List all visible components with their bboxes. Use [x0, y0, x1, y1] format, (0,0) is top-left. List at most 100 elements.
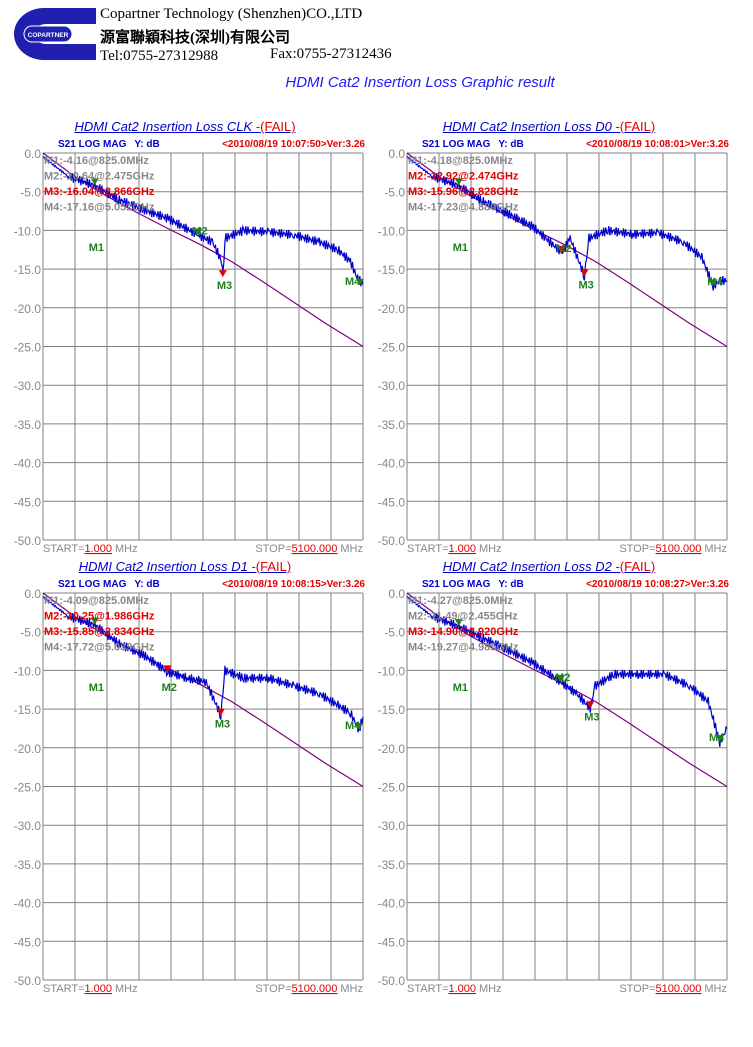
param: S21 LOG MAG	[58, 579, 127, 590]
y-tick-label: -20.0	[14, 302, 42, 316]
fail-status: -(FAIL)	[615, 559, 656, 574]
y-tick-label: -15.0	[378, 703, 406, 717]
marker-m1-icon	[454, 178, 463, 186]
marker-m2-icon	[194, 228, 203, 236]
main-title: HDMI Cat2 Insertion Loss Graphic result	[285, 74, 555, 91]
y-tick-label: -5.0	[384, 186, 405, 200]
start-freq: START=1.000 MHz	[43, 983, 138, 995]
limit-line	[406, 152, 728, 348]
param-label: S21 LOG MAG Y: dB	[422, 579, 524, 590]
marker-m4-label: M4	[709, 732, 725, 744]
marker-m1-label: M1	[453, 682, 468, 694]
y-unit: Y: dB	[498, 139, 524, 150]
y-tick-label: 0.0	[388, 587, 405, 601]
y-tick-label: -10.0	[14, 224, 42, 238]
plot: 0.0 -5.0 -10.0 -15.0 -20.0 -25.0 -30.0 -35.0 -40…	[378, 587, 728, 995]
marker-m4-label: M4	[707, 276, 723, 288]
chart-panel: HDMI Cat2 Insertion Loss CLK -(FAIL) S21…	[0, 119, 365, 559]
y-tick-label: -5.0	[20, 186, 41, 200]
svg-text:COPARTNER: COPARTNER	[28, 32, 69, 39]
marker-m2-icon	[163, 665, 172, 673]
y-tick-label: -20.0	[378, 302, 406, 316]
y-tick-label: -20.0	[14, 742, 42, 756]
start-freq: START=1.000 MHz	[407, 983, 502, 995]
stop-freq: STOP=5100.000 MHz	[619, 543, 727, 555]
y-tick-label: -15.0	[378, 263, 406, 277]
param-label: S21 LOG MAG Y: dB	[58, 579, 160, 590]
marker-readout: M3:-15.96@2.828GHz	[408, 186, 519, 198]
marker-readout: M2:-12.92@2.474GHz	[408, 171, 519, 183]
y-tick-label: -50.0	[378, 534, 406, 548]
marker-m3-label: M3	[584, 711, 599, 723]
y-tick-label: -25.0	[14, 781, 42, 795]
param-label: S21 LOG MAG Y: dB	[58, 139, 160, 150]
plot: 0.0 -5.0 -10.0 -15.0 -20.0 -25.0 -30.0 -35.0 -40…	[14, 147, 364, 555]
chart-title-text: HDMI Cat2 Insertion Loss D0	[442, 119, 616, 134]
copartner-logo: COPARTNER	[14, 8, 96, 60]
marker-readout: M2:-10.64@2.475GHz	[44, 171, 155, 183]
plot: 0.0 -5.0 -10.0 -15.0 -20.0 -25.0 -30.0 -35.0 -40…	[14, 587, 364, 995]
y-tick-label: -15.0	[14, 263, 42, 277]
marker-m4-label: M4	[345, 276, 361, 288]
marker-readout: M2:-10.25@1.986GHz	[44, 611, 155, 623]
y-tick-label: -35.0	[14, 418, 42, 432]
marker-m2-label: M2	[555, 672, 570, 684]
chart-panel: HDMI Cat2 Insertion Loss D2 -(FAIL) S21 …	[364, 559, 729, 999]
marker-m3-label: M3	[215, 719, 230, 731]
marker-m1-label: M1	[89, 682, 104, 694]
marker-m2-label: M2	[192, 225, 207, 237]
y-tick-label: -40.0	[14, 457, 42, 471]
limit-line	[42, 152, 364, 348]
marker-readout: M4:-17.16@5.052GHz	[44, 202, 155, 214]
y-tick-label: -15.0	[14, 703, 42, 717]
marker-m1-label: M1	[453, 242, 468, 254]
y-tick-label: -30.0	[14, 379, 42, 393]
y-tick-label: -50.0	[378, 974, 406, 988]
y-tick-label: -40.0	[378, 897, 406, 911]
param: S21 LOG MAG	[422, 139, 491, 150]
y-tick-label: -35.0	[14, 858, 42, 872]
timestamp: <2010/08/19 10:08:15>Ver:3.26	[222, 579, 365, 590]
marker-m4-label: M4	[345, 720, 361, 732]
fail-status: -(FAIL)	[255, 119, 296, 134]
y-tick-label: -10.0	[378, 664, 406, 678]
stop-freq: STOP=5100.000 MHz	[619, 983, 727, 995]
y-tick-label: 0.0	[24, 147, 41, 161]
y-tick-label: -35.0	[378, 418, 406, 432]
marker-m1-icon	[90, 178, 99, 186]
marker-m4-icon	[355, 723, 364, 731]
y-tick-label: -25.0	[14, 341, 42, 355]
y-tick-label: -25.0	[378, 781, 406, 795]
y-tick-label: -10.0	[378, 224, 406, 238]
y-tick-label: -35.0	[378, 858, 406, 872]
marker-m1-icon	[454, 619, 463, 627]
fail-status: -(FAIL)	[251, 559, 292, 574]
chart-title: HDMI Cat2 Insertion Loss D1 -(FAIL)	[0, 559, 370, 574]
company-tel: Tel:0755-27312988	[100, 48, 219, 64]
y-tick-label: -50.0	[14, 974, 42, 988]
timestamp: <2010/08/19 10:08:27>Ver:3.26	[586, 579, 729, 590]
s21-trace	[42, 156, 364, 287]
company-name-en: Copartner Technology (Shenzhen)CO.,LTD	[100, 6, 363, 22]
marker-m1-label: M1	[89, 242, 104, 254]
chart-title: HDMI Cat2 Insertion Loss D0 -(FAIL)	[364, 119, 734, 134]
marker-readout: M3:-15.85@2.834GHz	[44, 626, 155, 638]
stop-freq: STOP=5100.000 MHz	[255, 543, 363, 555]
marker-readout: M4:-19.27@4.985GHz	[408, 642, 519, 654]
y-tick-label: -45.0	[378, 495, 406, 509]
chart-panel: HDMI Cat2 Insertion Loss D0 -(FAIL) S21 …	[364, 119, 729, 559]
start-freq: START=1.000 MHz	[43, 543, 138, 555]
marker-readout: M3:-14.90@2.920GHz	[408, 626, 519, 638]
y-tick-label: -50.0	[14, 534, 42, 548]
y-tick-label: -45.0	[14, 935, 42, 949]
y-tick-label: 0.0	[24, 587, 41, 601]
marker-readout: M1:-4.27@825.0MHz	[408, 595, 513, 607]
y-unit: Y: dB	[134, 579, 160, 590]
y-tick-label: -30.0	[378, 819, 406, 833]
company-name-cn: 源富聯穎科技(深圳)有限公司	[100, 30, 290, 46]
param: S21 LOG MAG	[58, 139, 127, 150]
marker-m2-icon	[558, 246, 567, 254]
marker-m1-icon	[90, 617, 99, 625]
marker-m3-icon	[216, 708, 225, 716]
chart-title: HDMI Cat2 Insertion Loss D2 -(FAIL)	[364, 559, 734, 574]
